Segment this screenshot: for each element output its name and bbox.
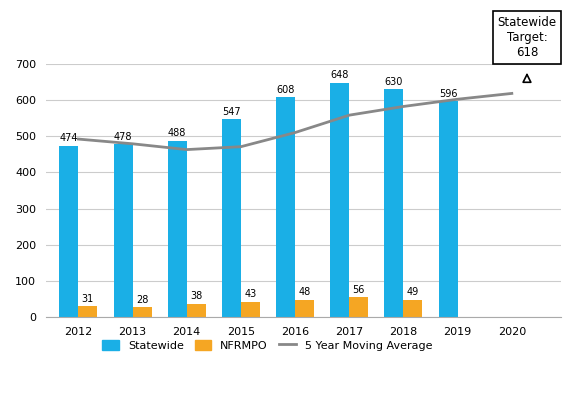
- Text: Statewide
Target:
618: Statewide Target: 618: [498, 16, 556, 59]
- Bar: [330, 83, 349, 317]
- Text: 478: 478: [114, 132, 132, 142]
- Text: 608: 608: [276, 85, 295, 95]
- Text: 630: 630: [385, 77, 403, 87]
- Bar: [439, 101, 457, 317]
- Bar: [59, 146, 78, 317]
- Bar: [132, 307, 151, 317]
- Text: 547: 547: [222, 107, 241, 117]
- Text: 28: 28: [136, 295, 148, 305]
- Bar: [276, 97, 295, 317]
- Text: 596: 596: [439, 89, 457, 99]
- Text: 48: 48: [298, 287, 310, 297]
- Text: 56: 56: [353, 284, 365, 294]
- Bar: [349, 297, 368, 317]
- Bar: [403, 300, 422, 317]
- Legend: Statewide, NFRMPO, 5 Year Moving Average: Statewide, NFRMPO, 5 Year Moving Average: [98, 335, 437, 355]
- Text: 38: 38: [190, 291, 202, 301]
- Text: 43: 43: [244, 289, 256, 299]
- Bar: [385, 89, 403, 317]
- Bar: [113, 144, 132, 317]
- Text: 648: 648: [331, 70, 349, 80]
- Text: 488: 488: [168, 128, 187, 138]
- Bar: [222, 119, 241, 317]
- Bar: [78, 306, 97, 317]
- Bar: [168, 140, 187, 317]
- Text: 474: 474: [60, 133, 78, 143]
- Text: 31: 31: [82, 294, 94, 304]
- Text: 49: 49: [407, 287, 419, 297]
- Bar: [295, 300, 314, 317]
- Bar: [187, 304, 206, 317]
- Bar: [241, 302, 260, 317]
